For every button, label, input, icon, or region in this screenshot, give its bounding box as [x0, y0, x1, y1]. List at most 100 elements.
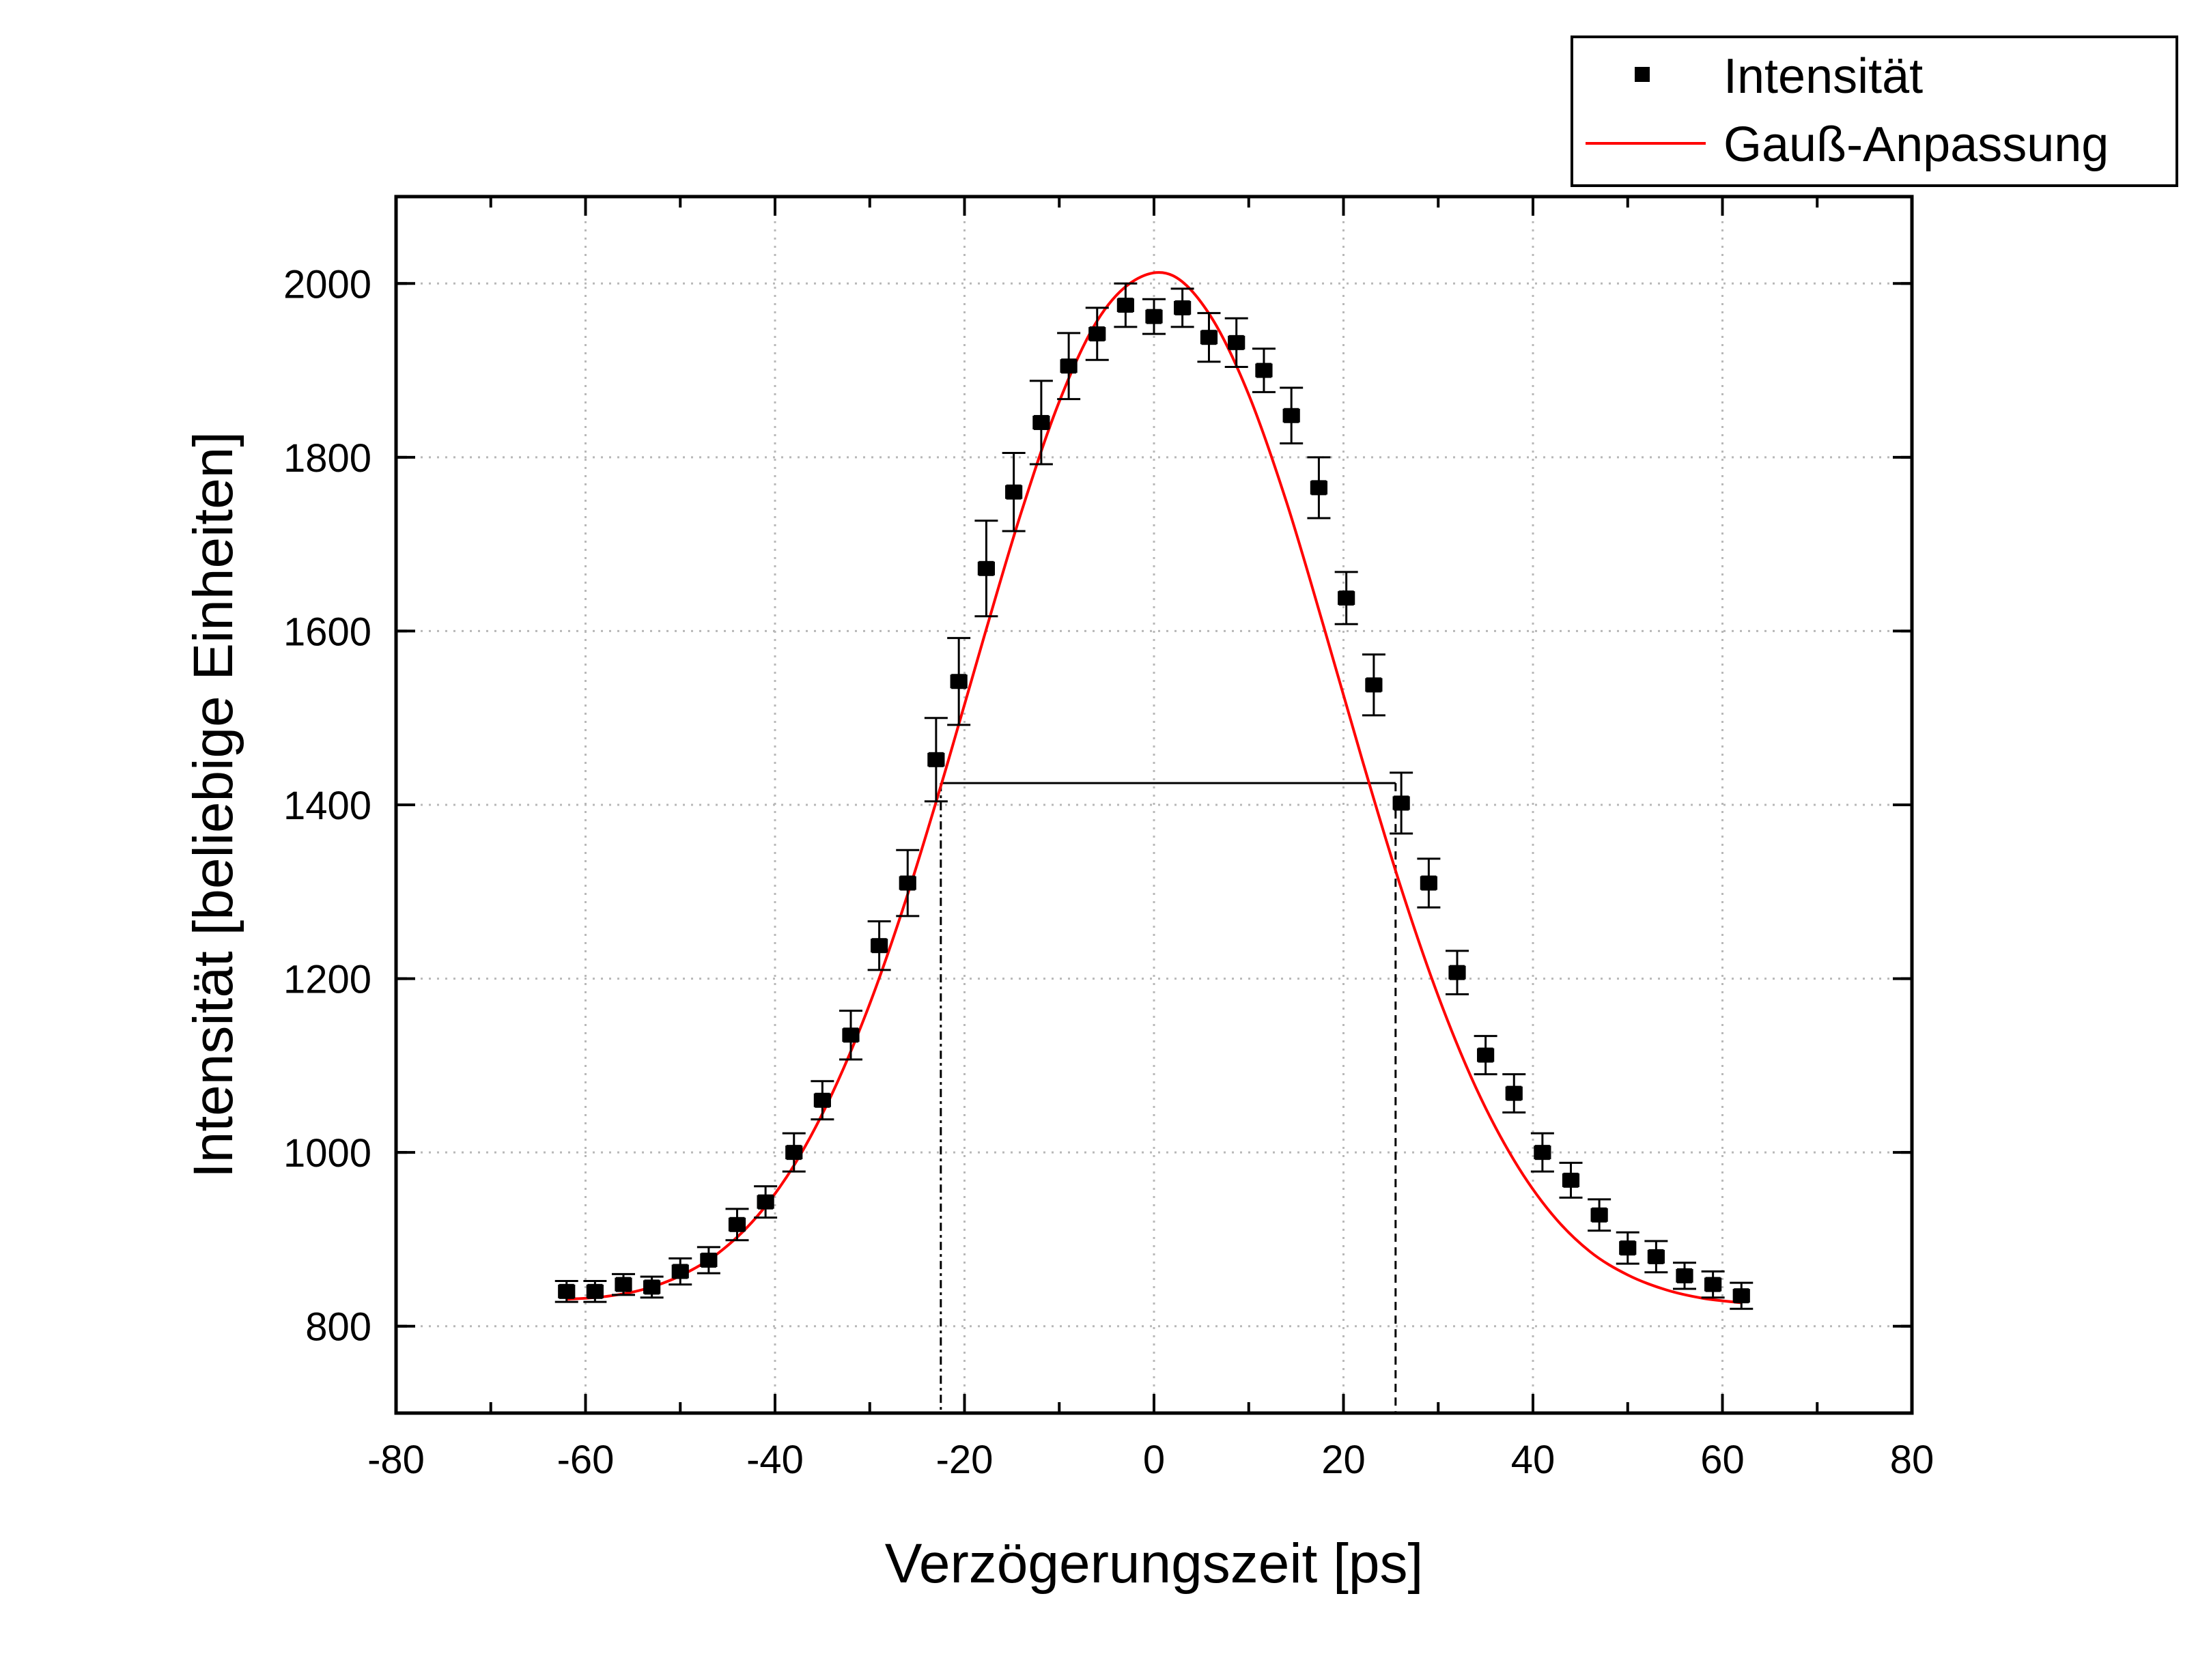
data-marker [1394, 795, 1409, 811]
data-point [554, 1280, 578, 1303]
data-marker [1534, 1145, 1550, 1161]
data-point [583, 1280, 607, 1303]
y-tick-label: 1200 [283, 958, 371, 1002]
data-marker [1620, 1240, 1635, 1256]
data-point [1362, 653, 1385, 717]
data-point [612, 1272, 635, 1296]
x-tick-label: -60 [557, 1438, 615, 1482]
data-point [896, 849, 920, 917]
data-marker [587, 1283, 603, 1299]
gauss-fit-line [566, 271, 1742, 1305]
x-tick-label: -80 [367, 1438, 425, 1482]
data-marker [1089, 326, 1105, 342]
data-marker [729, 1216, 745, 1232]
data-point [1114, 282, 1138, 328]
data-marker [1506, 1085, 1522, 1101]
data-point [1588, 1198, 1611, 1232]
data-marker [815, 1092, 830, 1108]
data-marker [1146, 309, 1162, 324]
legend: Intensität Gauß-Anpassung [1571, 35, 2178, 187]
data-point [1252, 347, 1276, 393]
data-point [1730, 1281, 1754, 1310]
data-point [1446, 950, 1469, 995]
data-marker [1061, 358, 1077, 374]
data-point [782, 1132, 806, 1173]
data-marker [1033, 414, 1049, 430]
data-point [974, 519, 998, 618]
data-marker [1563, 1172, 1579, 1188]
data-point [1390, 771, 1413, 835]
fit-curve-layer [566, 271, 1742, 1305]
data-marker [1677, 1268, 1692, 1283]
data-point [1002, 451, 1026, 532]
legend-marker-intensitaet [1635, 67, 1650, 82]
data-marker [1006, 484, 1022, 500]
data-point [1334, 571, 1358, 625]
data-point [1559, 1161, 1583, 1199]
x-tick-label: 60 [1700, 1438, 1745, 1482]
data-marker [1478, 1047, 1493, 1063]
data-point [947, 637, 971, 726]
data-point [1224, 317, 1248, 368]
data-points-layer [554, 282, 1754, 1310]
data-point [1530, 1132, 1554, 1173]
axis-ticks [395, 197, 1913, 1413]
data-marker [951, 674, 967, 689]
data-point [1644, 1240, 1668, 1274]
data-marker [979, 560, 994, 576]
data-marker [1734, 1288, 1749, 1304]
data-marker [673, 1264, 688, 1279]
data-point [1280, 386, 1304, 444]
data-marker [1450, 965, 1465, 980]
data-marker [928, 752, 944, 767]
x-tick-label: -20 [936, 1438, 994, 1482]
data-point [1673, 1262, 1696, 1290]
data-point [867, 920, 891, 971]
data-marker [1228, 334, 1244, 350]
data-point [725, 1208, 749, 1242]
data-marker [1201, 330, 1217, 345]
data-marker [559, 1283, 574, 1299]
x-tick-label: 40 [1511, 1438, 1556, 1482]
data-point [668, 1257, 692, 1286]
data-point [1085, 307, 1109, 361]
data-point [1057, 332, 1081, 401]
data-point [1307, 456, 1331, 519]
data-marker [644, 1279, 660, 1295]
data-point [839, 1010, 862, 1061]
data-marker [1421, 875, 1437, 891]
data-point [924, 717, 948, 803]
data-point [811, 1080, 834, 1121]
data-marker [616, 1277, 631, 1292]
y-tick-label: 1000 [283, 1131, 371, 1176]
data-point [1474, 1035, 1497, 1076]
y-tick-label: 2000 [283, 262, 371, 307]
fwhm-annotation [940, 782, 1397, 1413]
data-marker [1311, 480, 1327, 496]
data-point [1170, 287, 1194, 328]
data-marker [786, 1145, 802, 1161]
legend-label-intensitaet: Intensität [1723, 49, 1923, 104]
data-marker [1338, 590, 1354, 606]
data-point [640, 1275, 664, 1299]
data-point [754, 1185, 778, 1219]
y-axis-title: Intensität [beliebige Einheiten] [182, 431, 244, 1178]
data-marker [1256, 362, 1271, 378]
data-marker [1118, 298, 1134, 313]
y-tick-label: 1600 [283, 610, 371, 654]
data-marker [1648, 1249, 1664, 1264]
x-tick-label: 0 [1143, 1438, 1165, 1482]
data-marker [1366, 677, 1381, 693]
x-tick-label: -40 [746, 1438, 804, 1482]
grid-lines [396, 197, 1912, 1413]
data-marker [1174, 300, 1190, 315]
data-marker [758, 1194, 774, 1210]
data-point [1029, 380, 1053, 466]
data-point [1701, 1270, 1725, 1299]
y-tick-label: 1800 [283, 436, 371, 481]
data-point [1616, 1231, 1639, 1265]
data-point [1502, 1073, 1526, 1114]
data-point [696, 1246, 720, 1275]
y-tick-label: 1400 [283, 784, 371, 828]
